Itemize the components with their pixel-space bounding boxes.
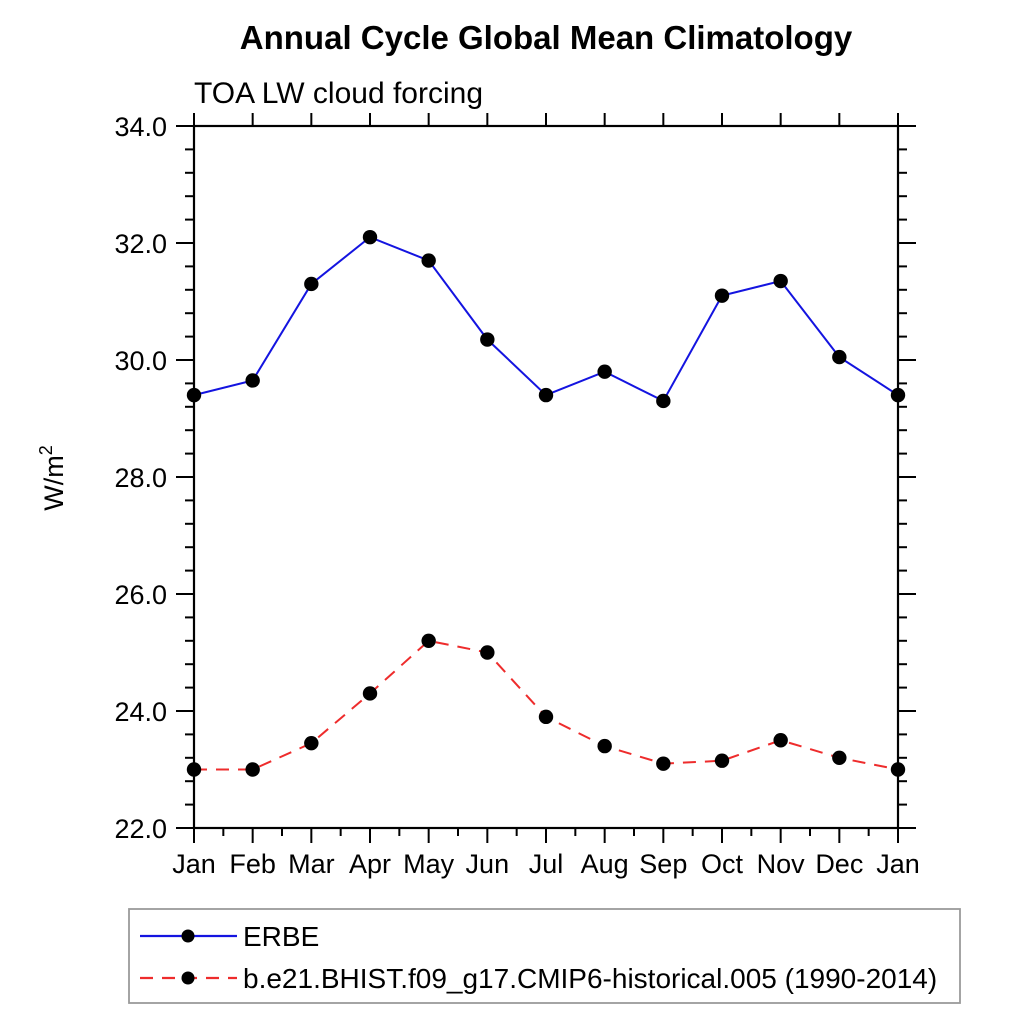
x-axis-tick-label: Jan xyxy=(172,849,216,879)
data-point-marker-0 xyxy=(890,387,906,403)
x-axis-tick-label: Oct xyxy=(701,849,744,879)
data-point-marker-0 xyxy=(421,253,436,268)
data-point-marker-1 xyxy=(832,750,847,765)
x-axis-tick-label: Jan xyxy=(876,849,920,879)
y-axis-tick-label: 28.0 xyxy=(114,463,167,493)
data-point-marker-1 xyxy=(890,762,906,777)
data-point-marker-1 xyxy=(480,645,495,660)
legend-marker-erbe xyxy=(181,929,195,943)
data-point-marker-0 xyxy=(832,349,847,365)
legend: ERBE b.e21.BHIST.f09_g17.CMIP6-historica… xyxy=(128,908,961,1004)
y-axis-label-exponent: 2 xyxy=(36,445,56,455)
data-point-marker-1 xyxy=(538,709,554,725)
x-axis-tick-label: Feb xyxy=(229,849,276,879)
y-axis-tick-label: 24.0 xyxy=(114,697,167,727)
chart-subtitle: TOA LW cloud forcing xyxy=(194,77,483,110)
data-point-marker-1 xyxy=(656,756,671,771)
plot-area: 22.0 24.0 26.0 28.0 30.0 32.0 34.0 Jan Feb Mar Apr… xyxy=(114,112,919,879)
chart-title: Annual Cycle Global Mean Climatology xyxy=(240,19,853,56)
legend-item-model: b.e21.BHIST.f09_g17.CMIP6-historical.005… xyxy=(140,963,937,994)
data-point-marker-1 xyxy=(245,762,260,777)
data-point-marker-0 xyxy=(714,288,730,303)
y-axis-tick-label: 22.0 xyxy=(114,814,167,844)
series-line-1 xyxy=(194,639,899,771)
data-point-marker-1 xyxy=(421,633,436,648)
data-point-marker-0 xyxy=(480,332,495,347)
y-axis-tick-label: 26.0 xyxy=(114,580,167,610)
x-axis-tick-label: May xyxy=(403,849,455,879)
x-axis-tick-label: Jul xyxy=(529,849,564,879)
legend-item-erbe: ERBE xyxy=(140,921,319,952)
legend-box xyxy=(128,908,961,1004)
data-point-marker-0 xyxy=(186,387,202,403)
data-point-marker-0 xyxy=(538,387,554,403)
x-axis-tick-label: Sep xyxy=(639,849,687,879)
data-point-marker-0 xyxy=(656,393,671,409)
x-axis-tick-label: Apr xyxy=(349,849,391,879)
data-point-marker-1 xyxy=(304,735,319,751)
series-line-0 xyxy=(193,236,899,403)
data-point-marker-0 xyxy=(773,273,788,289)
legend-label-erbe: ERBE xyxy=(243,921,319,952)
x-axis-tick-label: Aug xyxy=(581,849,629,879)
legend-label-model: b.e21.BHIST.f09_g17.CMIP6-historical.005… xyxy=(243,963,937,994)
legend-marker-model xyxy=(181,971,195,985)
y-axis-tick-label: 32.0 xyxy=(114,229,167,259)
x-axis-tick-label: Jun xyxy=(466,849,510,879)
data-point-marker-1 xyxy=(186,762,202,777)
y-axis-label: W/m2 xyxy=(36,445,69,511)
data-point-marker-1 xyxy=(597,738,612,754)
data-point-marker-0 xyxy=(597,364,612,379)
y-axis-tick-label: 34.0 xyxy=(114,112,167,142)
x-axis-tick-label: Mar xyxy=(288,849,335,879)
x-axis-tick-label: Dec xyxy=(815,849,863,879)
y-axis-tick-label: 30.0 xyxy=(114,346,167,376)
data-point-marker-1 xyxy=(773,733,788,748)
data-point-marker-0 xyxy=(362,229,378,245)
y-axis-label-base: W/m xyxy=(39,455,69,510)
data-point-marker-0 xyxy=(245,373,260,388)
data-point-marker-0 xyxy=(304,276,319,292)
data-point-marker-1 xyxy=(362,686,378,701)
x-axis-tick-label: Nov xyxy=(757,849,806,879)
data-point-marker-1 xyxy=(714,753,730,768)
